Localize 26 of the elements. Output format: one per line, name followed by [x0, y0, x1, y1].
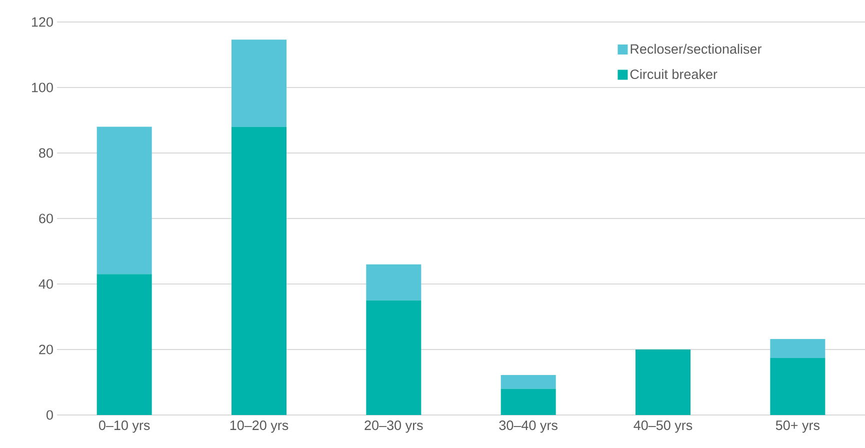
y-tick-label: 120 [32, 17, 53, 27]
x-tick-label: 30–40 yrs [499, 420, 558, 433]
y-tick-label: 100 [32, 82, 53, 92]
y-tick-label: 60 [39, 214, 53, 224]
bar [232, 40, 287, 127]
y-tick-label: 0 [46, 410, 53, 420]
bar [500, 388, 556, 415]
x-tick-label: 0–10 yrs [98, 420, 150, 433]
y-tick-label: 40 [38, 279, 53, 289]
legend-label: Recloser/sectionaliser [630, 44, 762, 54]
bar [366, 264, 422, 300]
y-tick-label: 20 [39, 344, 53, 354]
x-tick-label: 20–30 yrs [364, 420, 423, 433]
bar [232, 126, 287, 415]
legend-label: Circuit breaker [630, 69, 718, 80]
x-tick-label: 40–50 yrs [634, 420, 692, 433]
bar [96, 274, 152, 415]
bar [96, 126, 152, 274]
bar [770, 358, 826, 415]
x-tick-label: 10–20 yrs [230, 420, 288, 433]
x-tick-label: 50+ yrs [776, 420, 820, 433]
bar [636, 350, 691, 415]
y-tick-label: 80 [39, 148, 53, 158]
bar [770, 339, 826, 358]
bar [366, 300, 422, 415]
bar [500, 375, 556, 389]
